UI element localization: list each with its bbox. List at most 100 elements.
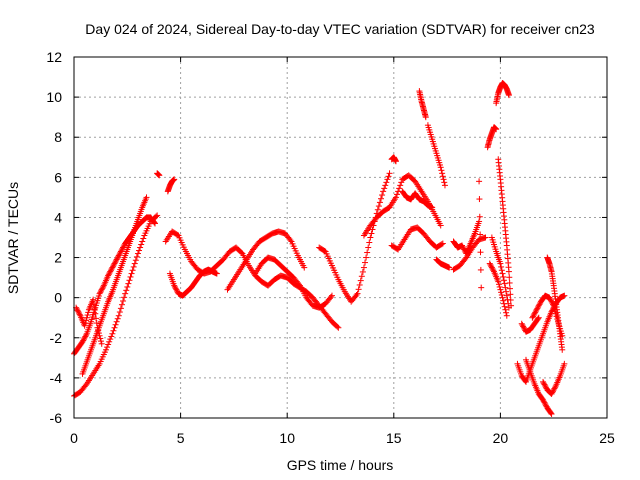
data-point-interp <box>382 182 389 189</box>
data-point <box>486 260 493 267</box>
data-point-interp <box>379 192 386 199</box>
data-point-interp <box>173 286 180 293</box>
data-point-interp <box>495 281 502 288</box>
data-point-interp <box>500 297 507 304</box>
data-point-interp <box>98 338 105 345</box>
data-point-interp <box>114 315 121 322</box>
y-tick-label: 10 <box>46 89 62 105</box>
data-point-interp <box>125 280 132 287</box>
data-point-interp <box>503 288 510 295</box>
data-point-interp <box>80 336 87 343</box>
data-point-interp <box>110 263 117 270</box>
x-tick-label: 5 <box>177 430 185 446</box>
data-point-interp <box>76 311 83 318</box>
data-point-interp <box>75 308 82 315</box>
data-point-interp <box>522 377 529 384</box>
y-tick-label: 0 <box>54 290 62 306</box>
data-point-interp <box>520 323 527 330</box>
data-point <box>367 234 374 241</box>
data-point <box>441 182 448 189</box>
data-point <box>143 194 150 201</box>
data-point-interp <box>107 268 114 275</box>
data-point-interp <box>498 291 505 298</box>
data-point <box>122 290 129 297</box>
data-point-interp <box>547 296 554 303</box>
data-point-interp <box>398 179 405 186</box>
data-point-interp <box>532 309 539 316</box>
data-point-interp <box>83 317 90 324</box>
y-tick-label: 12 <box>46 49 62 65</box>
data-point-interp <box>376 199 383 206</box>
data-point-interp <box>506 279 513 286</box>
data-point-interp <box>541 399 548 406</box>
data-point-interp <box>356 281 363 288</box>
data-point <box>493 126 500 133</box>
data-point-interp <box>477 266 484 273</box>
data-point-interp <box>397 182 404 189</box>
data-point-interp <box>108 333 115 340</box>
data-point-interp <box>118 247 125 254</box>
data-point-interp <box>535 302 542 309</box>
data-point-interp <box>82 320 89 327</box>
data-point-interp <box>75 310 82 317</box>
data-point-interp <box>542 382 549 389</box>
data-point-interp <box>108 265 115 272</box>
data-point-interp <box>111 260 118 267</box>
data-point-interp <box>127 273 134 280</box>
data-point <box>478 284 485 291</box>
data-point-interp <box>106 269 113 276</box>
data-point-interp <box>534 305 541 312</box>
data-point-interp <box>520 324 527 331</box>
chart-title: Day 024 of 2024, Sidereal Day-to-day VTE… <box>85 21 595 37</box>
data-point-interp <box>334 323 341 330</box>
data-point <box>540 378 547 385</box>
data-point-interp <box>82 382 89 389</box>
data-point-interp <box>121 294 128 301</box>
data-point-interp <box>477 249 484 256</box>
data-point-interp <box>542 384 549 391</box>
data-point-interp <box>541 381 548 388</box>
data-point-interp <box>110 327 117 334</box>
data-point-interp <box>549 300 556 307</box>
data-point <box>439 240 446 247</box>
data-point-interp <box>440 176 447 183</box>
data-point <box>535 314 542 321</box>
x-tick-label: 20 <box>493 430 509 446</box>
data-point <box>154 212 161 219</box>
data-point-interp <box>507 291 514 298</box>
data-point <box>501 280 508 287</box>
x-axis-label: GPS time / hours <box>287 457 394 473</box>
data-point-interp <box>131 260 138 267</box>
data-point <box>476 178 483 185</box>
data-point <box>559 346 566 353</box>
x-tick-labels: 0 5 10 15 20 25 <box>70 430 615 446</box>
data-point-interp <box>171 283 178 290</box>
data-point <box>171 282 178 289</box>
data-point-interp <box>133 253 140 260</box>
data-point <box>422 114 429 121</box>
data-point-interp <box>115 252 122 259</box>
data-point-interp <box>502 306 509 313</box>
data-point-interp <box>120 298 127 305</box>
data-point-interp <box>519 322 526 329</box>
data-point-interp <box>503 309 510 316</box>
data-point-interp <box>552 384 559 391</box>
data-point-interp <box>359 268 366 275</box>
data-point-interp <box>488 264 495 271</box>
data-point <box>505 268 512 275</box>
data-point-interp <box>132 257 139 264</box>
data-point-interp <box>287 237 294 244</box>
data-point-interp <box>549 389 556 396</box>
data-point <box>548 410 555 417</box>
data-point-interp <box>553 313 560 320</box>
data-point-interp <box>321 247 328 254</box>
data-point-interp <box>124 283 131 290</box>
data-point <box>102 346 109 353</box>
data-point-interp <box>550 386 557 393</box>
data-point-interp <box>504 296 511 303</box>
data-point-interp <box>438 167 445 174</box>
data-point-interp <box>364 249 371 256</box>
data-point-interp <box>105 271 112 278</box>
data-point-interp <box>95 330 102 337</box>
data-point-interp <box>96 332 103 339</box>
